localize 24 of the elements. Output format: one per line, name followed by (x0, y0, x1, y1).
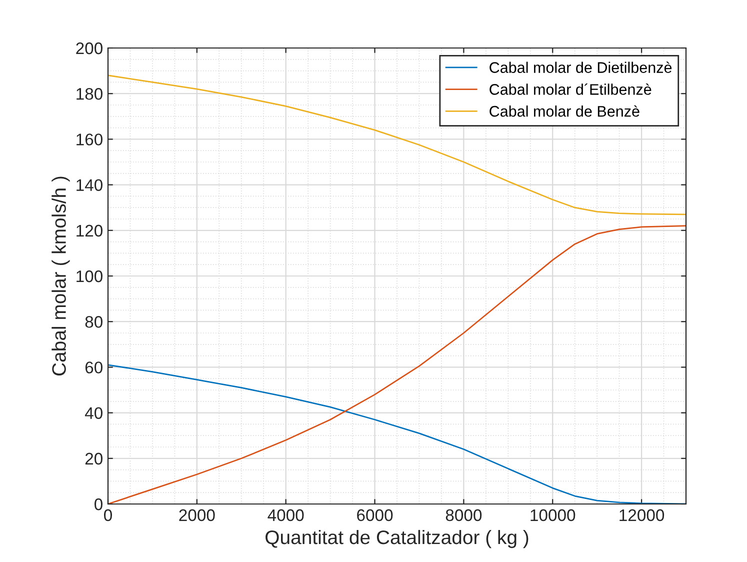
x-tick-label: 2000 (179, 509, 215, 522)
y-tick-label: 80 (85, 316, 102, 328)
legend-label: Cabal molar de Benzè (490, 105, 640, 117)
x-tick-label: 0 (104, 509, 112, 522)
y-tick-label: 0 (94, 498, 102, 510)
y-tick-label: 20 (85, 452, 102, 465)
line-series (108, 74, 686, 216)
y-axis-title: Cabal molar ( kmols/h ) (52, 176, 70, 376)
y-tick-label: 120 (76, 224, 102, 237)
y-tick-label: 160 (76, 134, 102, 146)
y-tick-label: 40 (84, 407, 102, 420)
legend-label: Cabal molar de Dietilbenzè (490, 62, 672, 73)
y-tick-label: 180 (76, 88, 102, 100)
x-tick-label: 8000 (446, 509, 482, 522)
y-tick-label: 140 (76, 179, 102, 192)
y-tick-label: 200 (76, 42, 102, 54)
x-tick-label: 6000 (357, 509, 393, 522)
y-tick-label: 100 (76, 270, 102, 282)
x-axis-title: Quantitat de Catalitzador ( kg ) (266, 530, 528, 548)
x-tick-label: 4000 (268, 509, 304, 522)
legend-label: Cabal molar d´Etilbenzè (490, 83, 652, 95)
y-tick-label: 60 (85, 362, 102, 374)
x-tick-label: 12000 (620, 509, 664, 522)
x-tick-label: 10000 (530, 509, 576, 522)
